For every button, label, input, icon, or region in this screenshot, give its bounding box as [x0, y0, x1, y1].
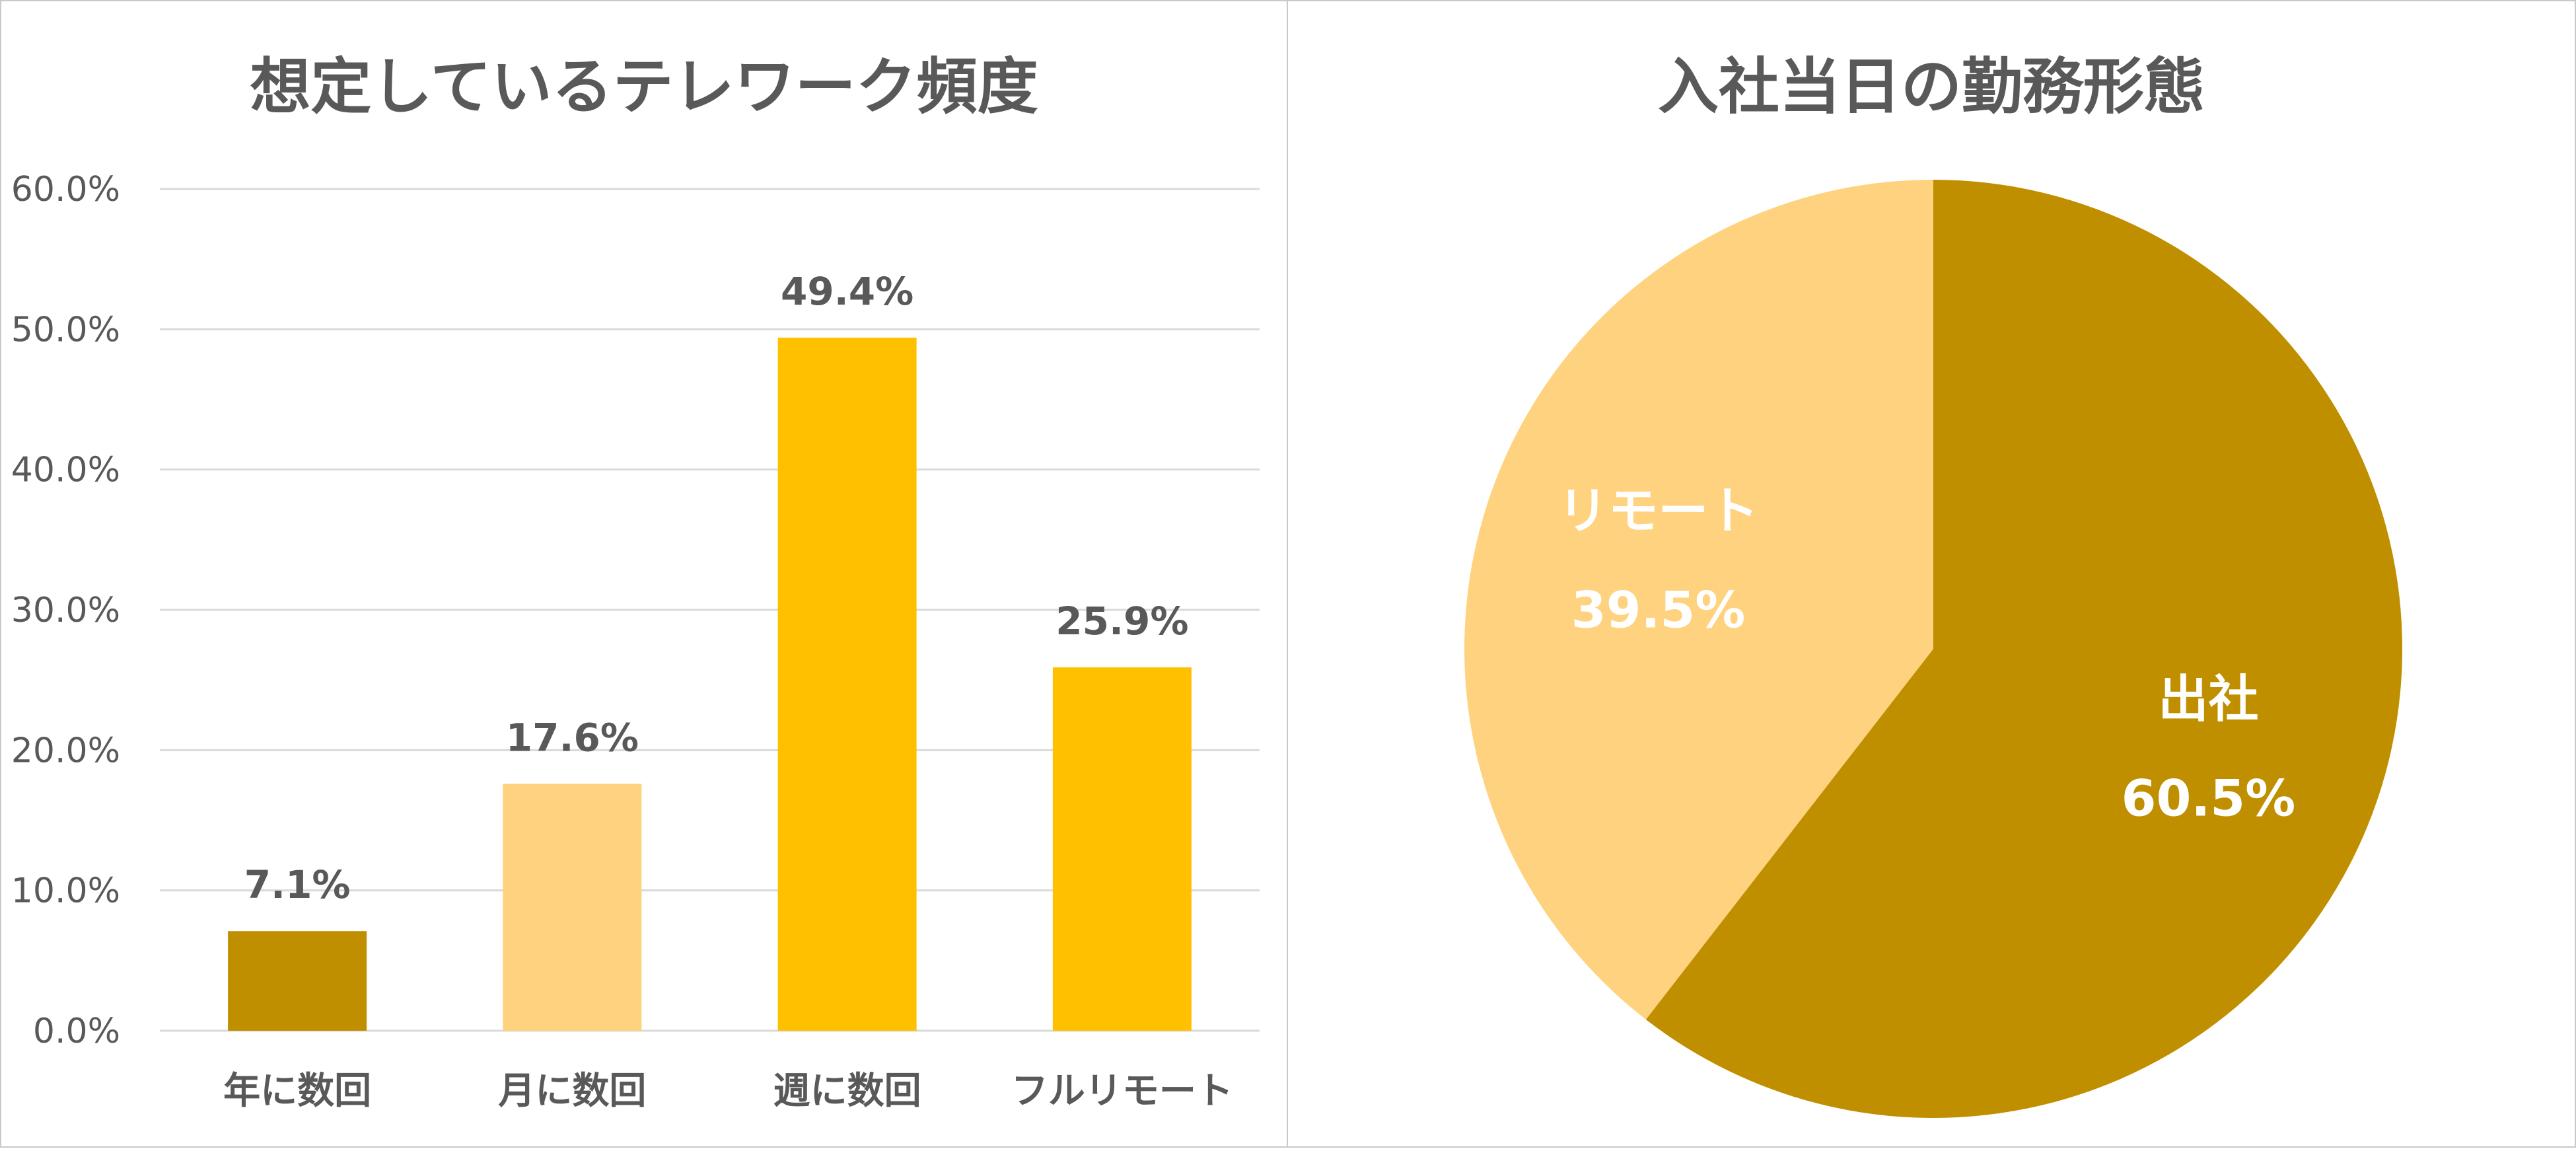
bar-chart-panel: 想定しているテレワーク頻度 0.0% 10.0% 20.0% 30.0% 40.0% 50…: [0, 0, 1288, 1148]
slice-label: 出社: [2158, 670, 2258, 729]
slice-label: リモート: [1558, 481, 1759, 540]
y-tick-label: 10.0%: [11, 871, 120, 911]
pie-chart-title: 入社当日の勤務形態: [1657, 52, 2205, 122]
pie-chart-panel: 入社当日の勤務形態 出社 60.5% リモート 39.5%: [1287, 0, 2576, 1148]
y-tick-label: 60.0%: [11, 170, 120, 209]
data-label: 25.9%: [1055, 599, 1188, 644]
bar: [503, 784, 642, 1031]
category-label: フルリモート: [1011, 1070, 1233, 1113]
data-label: 7.1%: [244, 862, 351, 907]
y-tick-label: 30.0%: [11, 591, 120, 630]
bar-chart: 0.0% 10.0% 20.0% 30.0% 40.0% 50.0% 60.0% 7.1% 年に…: [11, 170, 1260, 1113]
y-tick-label: 50.0%: [11, 310, 120, 350]
bar: [228, 931, 367, 1031]
y-tick-label: 20.0%: [11, 731, 120, 770]
pie-slice: [1464, 180, 1933, 1020]
y-tick-label: 40.0%: [11, 451, 120, 490]
bar: [777, 338, 917, 1031]
pie-chart: 出社 60.5% リモート 39.5%: [1464, 180, 2402, 1119]
pie-slice: [1645, 180, 2402, 1119]
category-label: 年に数回: [223, 1070, 371, 1113]
bar: [1052, 667, 1192, 1031]
category-label: 月に数回: [498, 1070, 646, 1113]
bar-chart-title: 想定しているテレワーク頻度: [250, 52, 1038, 122]
data-label: 17.6%: [506, 715, 639, 760]
slice-value-label: 39.5%: [1571, 580, 1746, 639]
data-label: 49.4%: [781, 269, 913, 314]
slice-value-label: 60.5%: [2122, 769, 2296, 828]
category-label: 週に数回: [773, 1070, 921, 1113]
y-tick-label: 0.0%: [33, 1012, 120, 1051]
